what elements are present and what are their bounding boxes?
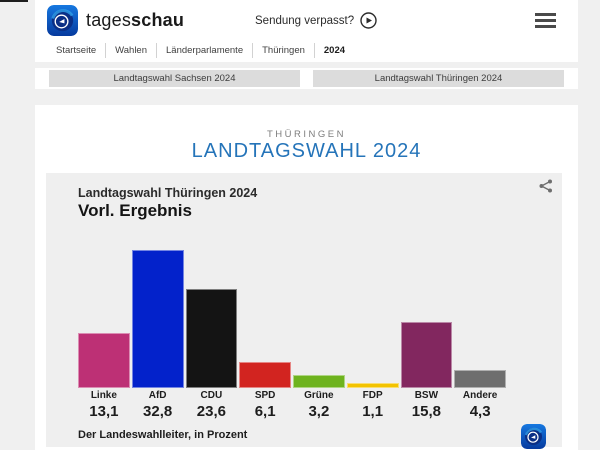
party-label-cdu: CDU bbox=[200, 390, 223, 401]
page-title: LANDTAGSWAHL 2024 bbox=[191, 140, 422, 162]
bar-slot-spd bbox=[238, 250, 292, 388]
result-value-bsw: 15,8 bbox=[411, 403, 441, 420]
landtagswahl-thueringen-button[interactable]: Landtagswahl Thüringen 2024 bbox=[313, 70, 564, 87]
result-chart-card: Landtagswahl Thüringen 2024 Vorl. Ergebn… bbox=[46, 173, 562, 449]
bar-spd[interactable] bbox=[239, 362, 291, 388]
breadcrumb-laenderparlamente[interactable]: Länderparlamente bbox=[156, 43, 252, 58]
bar-afd[interactable] bbox=[131, 250, 184, 388]
chart-title: Landtagswahl Thüringen 2024 bbox=[78, 186, 258, 200]
region-kicker: THÜRINGEN bbox=[267, 129, 346, 140]
election-nav: Landtagswahl Sachsen 2024 Landtagswahl T… bbox=[35, 68, 578, 89]
party-label-bsw: BSW bbox=[414, 390, 439, 401]
breadcrumb-2024[interactable]: 2024 bbox=[313, 43, 354, 58]
result-value-cdu: 23,6 bbox=[196, 403, 226, 420]
chart-source: Der Landeswahlleiter, in Prozent bbox=[78, 429, 248, 441]
tagesschau-logo-icon bbox=[47, 5, 78, 36]
bar-fdp[interactable] bbox=[346, 383, 399, 388]
result-value-andere: 4,3 bbox=[469, 403, 491, 420]
bar-linke[interactable] bbox=[78, 333, 130, 388]
party-label-andere: Andere bbox=[462, 390, 498, 401]
bar-slot-linke bbox=[77, 250, 131, 388]
party-label-linke: Linke bbox=[90, 390, 117, 401]
result-values-row: 13,1 32,8 23,6 6,1 3,2 1,1 15,8 4,3 bbox=[77, 403, 507, 420]
party-label-spd: SPD bbox=[254, 390, 276, 401]
party-label-fdp: FDP bbox=[362, 390, 383, 401]
chart-subtitle: Vorl. Ergebnis bbox=[78, 201, 192, 220]
result-value-linke: 13,1 bbox=[89, 403, 119, 420]
party-label-afd: AfD bbox=[148, 390, 167, 401]
tagesschau-watermark-icon bbox=[521, 424, 546, 449]
main-content: THÜRINGEN LANDTAGSWAHL 2024 Landtagswahl… bbox=[35, 105, 578, 450]
landtagswahl-sachsen-button[interactable]: Landtagswahl Sachsen 2024 bbox=[49, 70, 300, 87]
tagesschau-home-link[interactable]: tagesschau bbox=[47, 5, 184, 36]
tagesschau-wordmark: tagesschau bbox=[86, 10, 185, 30]
bar-andere[interactable] bbox=[454, 370, 506, 388]
bar-slot-grüne bbox=[292, 250, 346, 388]
result-value-spd: 6,1 bbox=[254, 403, 276, 420]
result-value-fdp: 1,1 bbox=[362, 403, 384, 420]
result-value-grüne: 3,2 bbox=[308, 403, 330, 420]
bar-chart bbox=[77, 250, 507, 388]
bar-slot-andere bbox=[453, 250, 507, 388]
breadcrumb-startseite[interactable]: Startseite bbox=[56, 45, 97, 56]
party-labels-row: Linke AfD CDU SPD Grüne FDP BSW Andere bbox=[77, 390, 507, 401]
bar-bsw[interactable] bbox=[400, 322, 453, 388]
sendung-verpasst-label: Sendung verpasst? bbox=[255, 14, 355, 27]
breadcrumb: Startseite Wahlen Länderparlamente Thüri… bbox=[47, 43, 354, 58]
bar-slot-afd bbox=[131, 250, 185, 388]
play-icon bbox=[360, 12, 377, 29]
menu-icon[interactable] bbox=[535, 13, 556, 28]
bar-slot-fdp bbox=[346, 250, 400, 388]
sendung-verpasst-button[interactable]: Sendung verpasst? bbox=[255, 12, 377, 29]
party-label-grüne: Grüne bbox=[304, 390, 334, 401]
bar-grüne[interactable] bbox=[293, 375, 345, 388]
screen-edge-artifact bbox=[0, 0, 28, 2]
bar-slot-cdu bbox=[185, 250, 239, 388]
bar-slot-bsw bbox=[400, 250, 454, 388]
breadcrumb-wahlen[interactable]: Wahlen bbox=[105, 43, 156, 58]
site-header: tagesschau Sendung verpasst? Startseite … bbox=[35, 0, 578, 62]
result-value-afd: 32,8 bbox=[143, 403, 173, 420]
share-icon[interactable] bbox=[538, 178, 554, 194]
breadcrumb-thueringen[interactable]: Thüringen bbox=[252, 43, 314, 58]
bar-cdu[interactable] bbox=[185, 289, 238, 388]
